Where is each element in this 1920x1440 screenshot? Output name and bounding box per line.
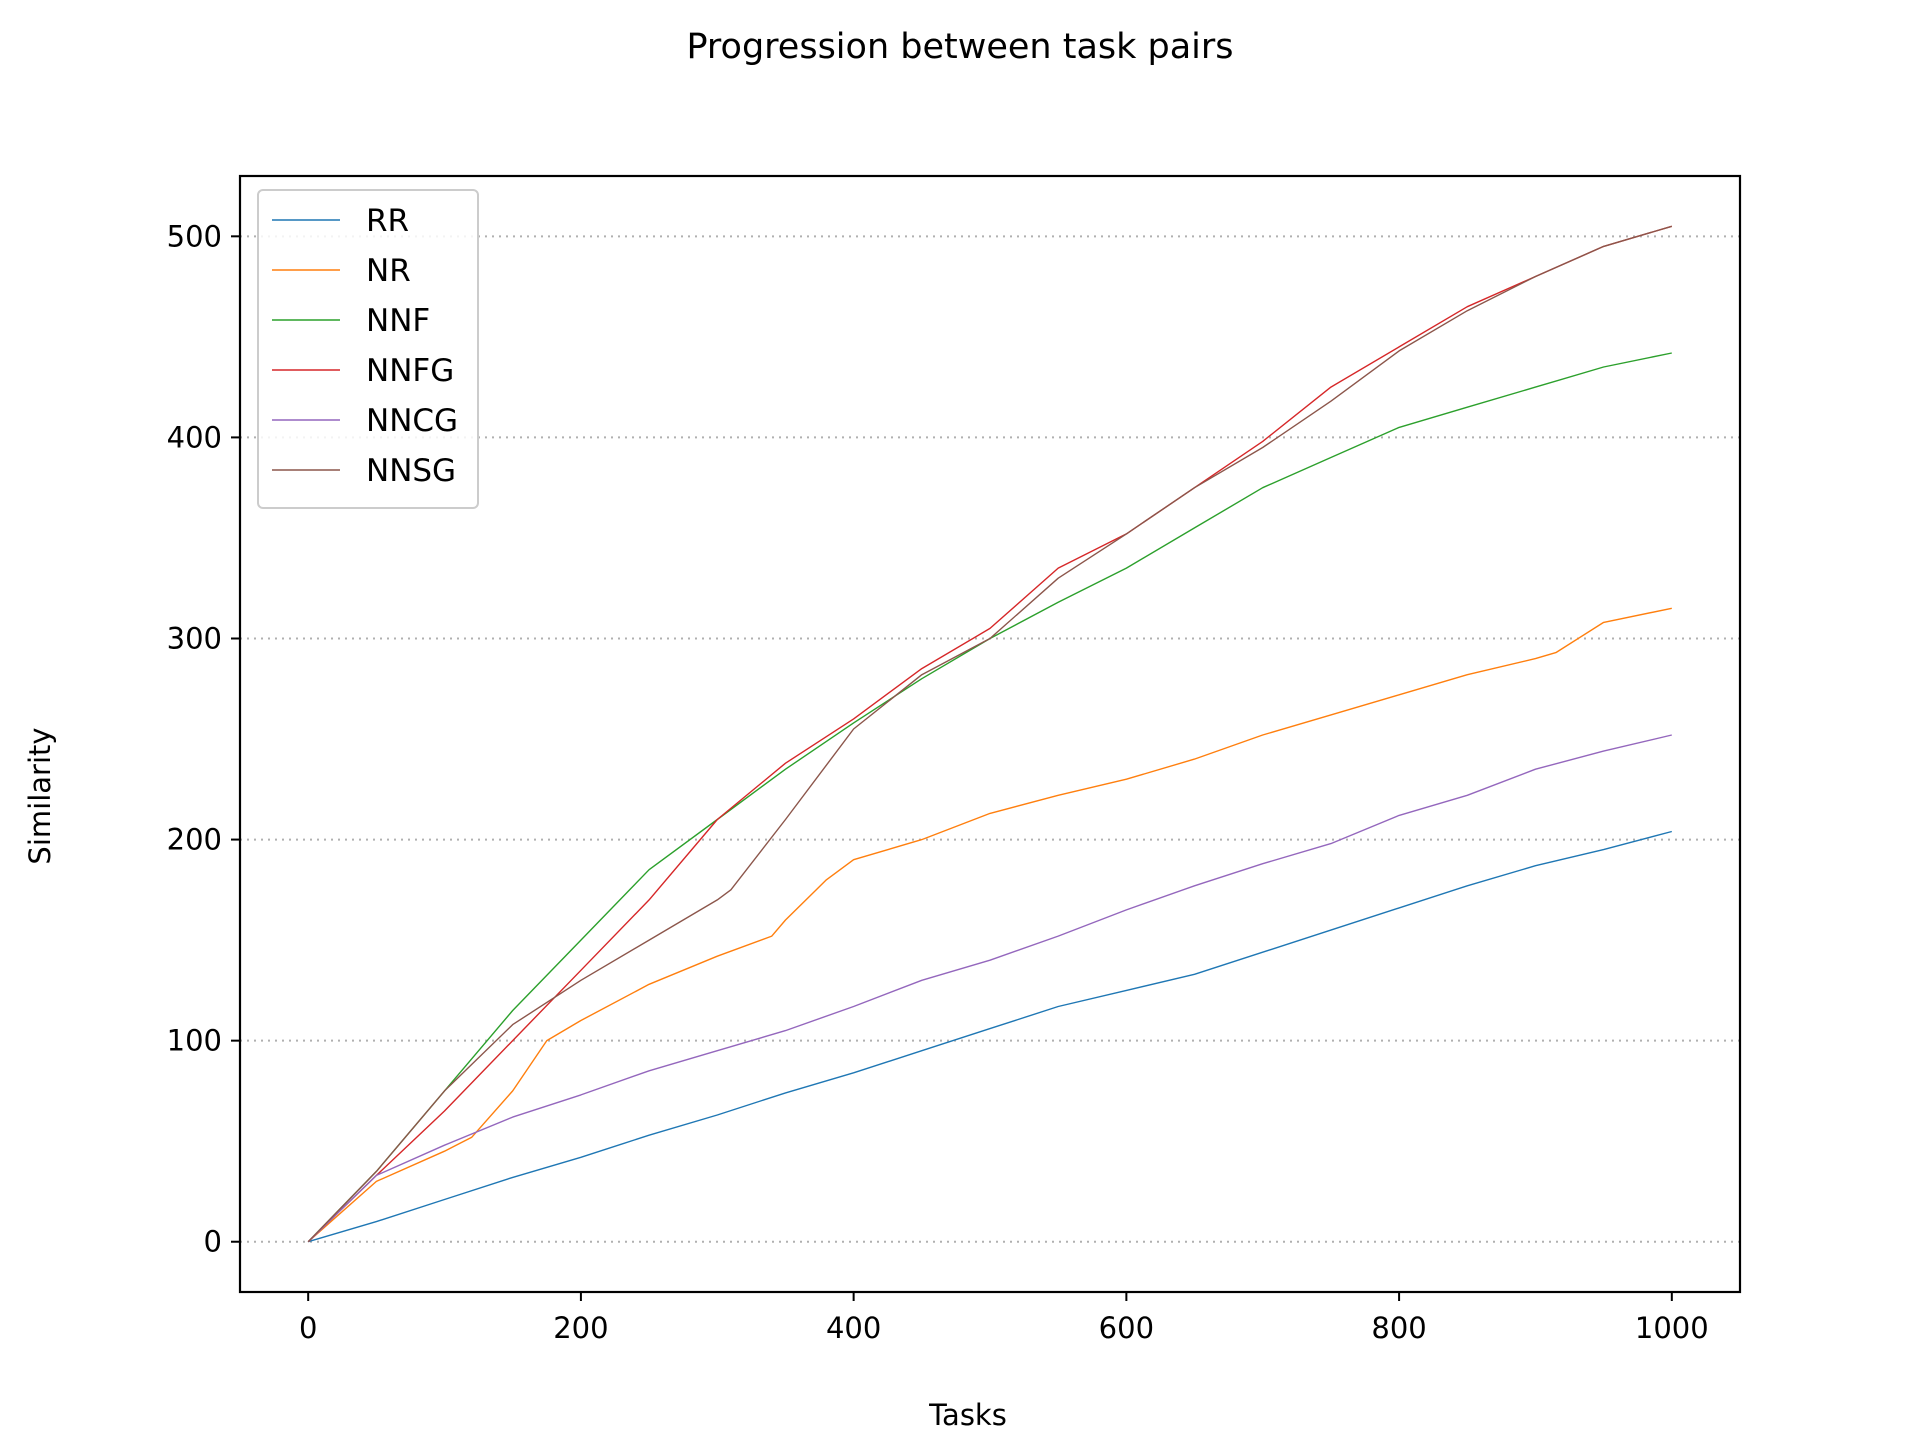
x-tick-label-800: 800 [1371, 1311, 1426, 1345]
y-tick-label-500: 500 [167, 219, 222, 253]
legend-label-nnfg: NNFG [366, 353, 454, 389]
legend-label-nnf: NNF [366, 303, 430, 339]
x-axis-label: Tasks [928, 1398, 1007, 1432]
legend-label-nr: NR [366, 253, 411, 289]
y-tick-label-0: 0 [204, 1225, 222, 1259]
legend: RR NR NNF NNFG NNCG NNSG [257, 189, 479, 509]
series-line-rr [308, 830, 1672, 1243]
series-line-nnfg [307, 225, 1672, 1243]
plot-frame [238, 174, 1742, 1294]
x-tick-label-1000: 1000 [1635, 1311, 1709, 1345]
y-tick-label-100: 100 [167, 1024, 222, 1058]
legend-label-rr: RR [366, 203, 409, 239]
y-tick-label-200: 200 [167, 823, 222, 857]
series-line-nnsg [307, 225, 1672, 1243]
y-axis-ticks: 0 100 200 300 400 500 [167, 219, 240, 1259]
series-line-nncg [307, 734, 1672, 1243]
chart-title: Progression between task pairs [686, 27, 1233, 67]
y-tick-label-400: 400 [167, 420, 222, 454]
y-tick-label-300: 300 [167, 621, 222, 655]
legend-label-nnsg: NNSG [366, 453, 456, 489]
legend-label-nncg: NNCG [366, 403, 458, 439]
series-line-nr [307, 607, 1672, 1243]
x-tick-label-200: 200 [553, 1311, 608, 1345]
series-lines [307, 225, 1672, 1243]
x-tick-label-600: 600 [1099, 1311, 1154, 1345]
x-axis-ticks: 0 200 400 600 800 1000 [299, 1292, 1709, 1345]
x-tick-label-400: 400 [826, 1311, 881, 1345]
x-tick-label-0: 0 [299, 1311, 317, 1345]
y-axis-label: Similarity [23, 727, 57, 864]
